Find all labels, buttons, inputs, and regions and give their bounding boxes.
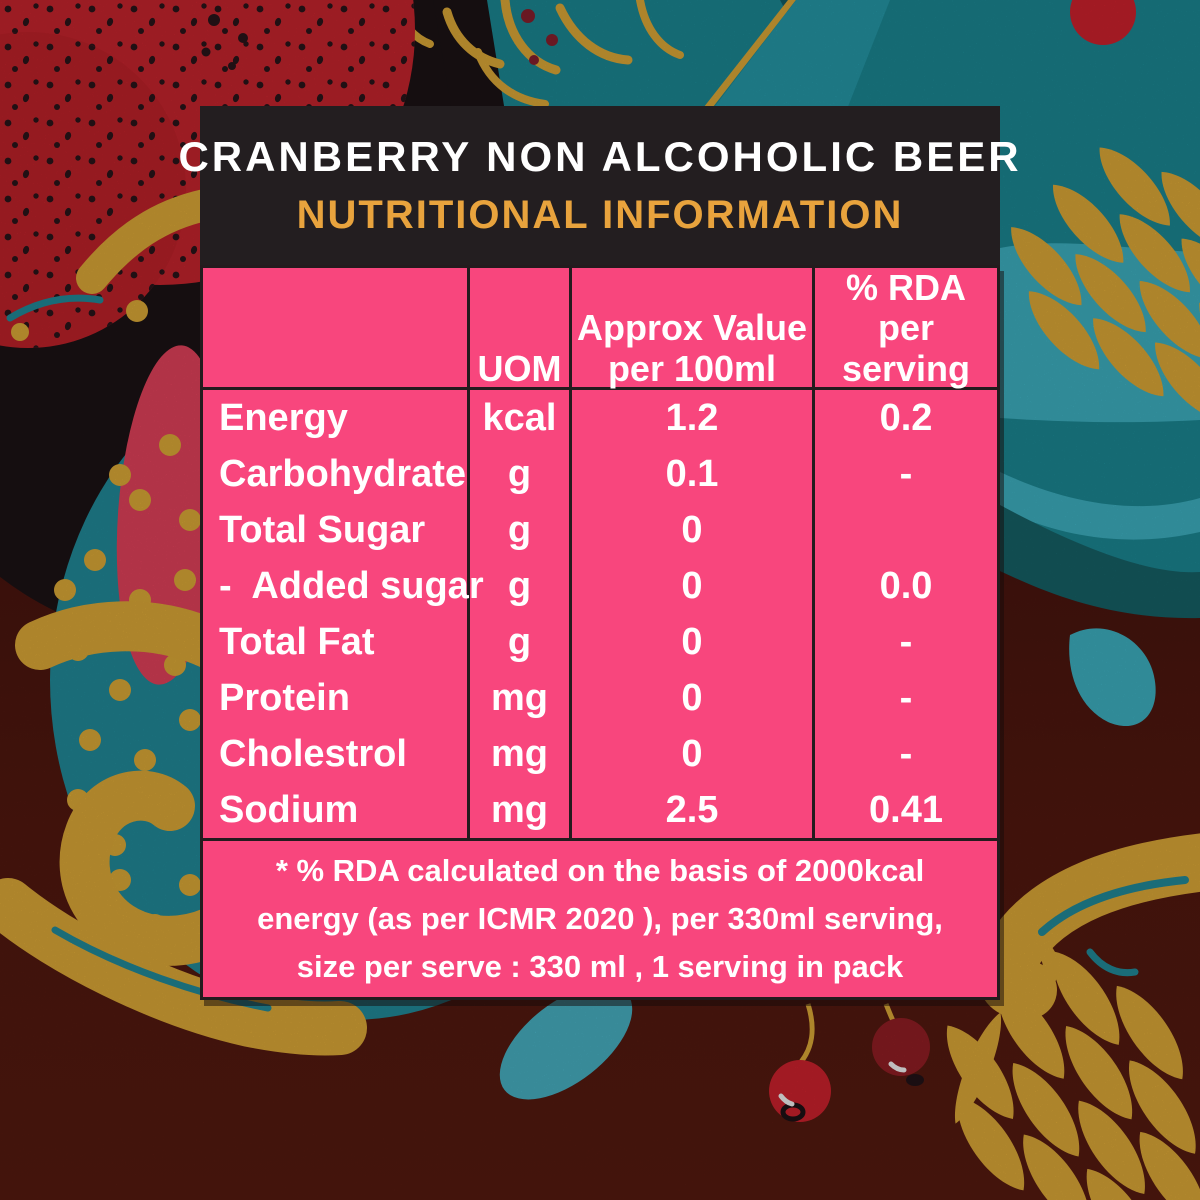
nutrient-rda: -	[899, 452, 913, 495]
header-cell-blank	[203, 268, 470, 399]
table-row-protein: Protein mg 0 -	[203, 670, 997, 726]
nutrient-uom: mg	[470, 726, 572, 782]
nutrient-value: 1.2	[572, 390, 815, 446]
uom-header-label: UOM	[477, 347, 562, 389]
nutrient-uom: g	[470, 614, 572, 670]
nutrient-uom: g	[470, 446, 572, 502]
nutrient-rda: -	[899, 676, 913, 719]
label-header: CRANBERRY NON ALCOHOLIC BEER NUTRITIONAL…	[178, 106, 1019, 265]
nutrient-uom: kcal	[470, 390, 572, 446]
nutrient-name: Energy	[203, 390, 470, 446]
nutrient-uom: mg	[470, 782, 572, 838]
rda-header-line1: % RDA per	[845, 267, 966, 349]
nutrient-name: Protein	[203, 670, 470, 726]
nutrient-name: Sodium	[203, 782, 470, 838]
product-title: CRANBERRY NON ALCOHOLIC BEER	[178, 133, 1022, 180]
nutrient-rda	[815, 502, 997, 558]
footnote-line1: * % RDA calculated on the basis of 2000k…	[275, 852, 925, 888]
footnote-line2: energy (as per ICMR 2020 ), per 330ml se…	[257, 900, 943, 936]
header-cell-rda: % RDA per serving	[815, 267, 997, 399]
nutrient-value: 0	[572, 726, 815, 782]
table-row-carbohydrate: Carbohydrate g 0.1 -	[203, 446, 997, 502]
nutrient-value: 2.5	[572, 782, 815, 838]
nutrient-uom: g	[470, 558, 572, 614]
header-cell-approx: Approx Value per 100ml	[572, 268, 815, 399]
approx-header-line2: per 100ml	[607, 347, 777, 389]
nutrient-rda: 0.41	[869, 788, 943, 831]
nutrient-value: 0	[572, 614, 815, 670]
nutrient-uom: mg	[470, 670, 572, 726]
nutrient-name: Cholestrol	[203, 726, 470, 782]
approx-header-line1: Approx Value	[576, 307, 808, 349]
label-subtitle: NUTRITIONAL INFORMATION	[296, 193, 904, 237]
nutrient-rda: 0.0	[879, 564, 933, 607]
rda-footnote: * % RDA calculated on the basis of 2000k…	[203, 838, 997, 997]
nutrient-value: 0	[572, 558, 815, 614]
nutrient-value: 0	[572, 502, 815, 558]
header-cell-uom: UOM	[470, 268, 572, 399]
nutrient-rda: -	[899, 732, 913, 775]
nutrient-rda: -	[899, 620, 913, 663]
table-row-energy: Energy kcal 1.2 0.2	[203, 390, 997, 446]
nutrient-name: Total Fat	[203, 614, 470, 670]
nutrient-name: Total Sugar	[203, 502, 470, 558]
table-row-added-sugar: - Added sugar g 0 0.0	[203, 558, 997, 614]
table-row-total-fat: Total Fat g 0 -	[203, 614, 997, 670]
table-row-total-sugar: Total Sugar g 0	[203, 502, 997, 558]
nutrition-label: CRANBERRY NON ALCOHOLIC BEER NUTRITIONAL…	[178, 106, 1019, 1000]
nutrient-uom: g	[470, 502, 572, 558]
footnote-line3: size per serve : 330 ml , 1 serving in p…	[296, 949, 904, 985]
rda-header-line2: serving	[841, 347, 971, 389]
nutrient-rda: 0.2	[879, 396, 933, 439]
table-row-cholestrol: Cholestrol mg 0 -	[203, 726, 997, 782]
table-header-row: UOM Approx Value per 100ml % RDA per ser…	[203, 267, 997, 399]
nutrient-value: 0	[572, 670, 815, 726]
nutrition-table: UOM Approx Value per 100ml % RDA per ser…	[200, 265, 1000, 1000]
nutrient-value: 0.1	[572, 446, 815, 502]
table-row-sodium: Sodium mg 2.5 0.41	[203, 782, 997, 838]
table-body: Energy kcal 1.2 0.2 Carbohydrate g 0.1 -…	[203, 390, 997, 838]
nutrient-name: - Added sugar	[203, 558, 484, 614]
nutrient-name: Carbohydrate	[203, 446, 470, 502]
